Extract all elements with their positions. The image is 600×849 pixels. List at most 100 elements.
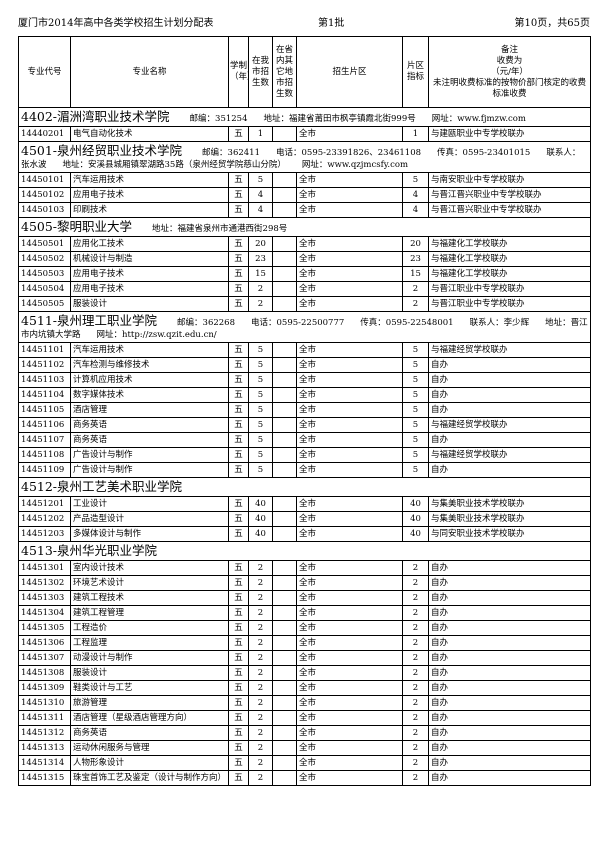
data-row: 14451307 动漫设计与制作五 2 全市 2 自办 [18,650,591,666]
data-row: 14451314 人物形象设计五 2 全市 2 自办 [18,755,591,771]
column-header: 在我市招生数 [248,36,273,108]
cell-code: 14451307 [18,650,71,666]
cell-years: 五 [228,402,249,418]
cell-years: 五 [228,432,249,448]
cell-local: 5 [248,417,273,433]
cell-empty [272,202,297,218]
cell-years: 五 [228,387,249,403]
cell-local: 2 [248,575,273,591]
data-row: 14451311 酒店管理（星级酒店管理方向）五 2 全市 2 自办 [18,710,591,726]
section-row: 4501-泉州经贸职业技术学院 邮编：362411 电话：0595-23391826… [18,141,591,173]
cell-area: 全市 [296,770,403,786]
cell-empty [272,496,297,512]
cell-quota: 2 [402,650,429,666]
cell-empty [272,402,297,418]
cell-years: 五 [228,575,249,591]
cell-area: 全市 [296,126,403,142]
cell-name: 汽车运用技术 [70,342,229,358]
cell-local: 2 [248,296,273,312]
cell-code: 14451103 [18,372,71,388]
column-header: 专业名称 [70,36,229,108]
cell-remark: 与福建化工学校联办 [428,266,591,282]
cell-name: 广告设计与制作 [70,447,229,463]
cell-empty [272,560,297,576]
cell-area: 全市 [296,357,403,373]
cell-code: 14451201 [18,496,71,512]
data-row: 14450504 应用电子技术五 2 全市 2 与晋江职业中专学校联办 [18,281,591,297]
cell-years: 五 [228,251,249,267]
cell-remark: 自办 [428,560,591,576]
cell-area: 全市 [296,296,403,312]
cell-remark: 自办 [428,620,591,636]
cell-empty [272,281,297,297]
data-row: 14440201 电气自动化技术五 1 全市 1 与建瓯职业中专学校联办 [18,126,591,142]
section-cell: 4501-泉州经贸职业技术学院 邮编：362411 电话：0595-23391826… [18,141,591,173]
cell-code: 14451106 [18,417,71,433]
cell-code: 14451315 [18,770,71,786]
cell-local: 5 [248,342,273,358]
cell-area: 全市 [296,511,403,527]
cell-area: 全市 [296,575,403,591]
cell-remark: 自办 [428,402,591,418]
cell-local: 2 [248,605,273,621]
school-title: 4501-泉州经贸职业技术学院 [21,143,183,158]
cell-code: 14451312 [18,725,71,741]
school-info: 传真：0595-23401015 [437,148,531,158]
cell-years: 五 [228,126,249,142]
cell-empty [272,590,297,606]
cell-quota: 5 [402,402,429,418]
cell-name: 多媒体设计与制作 [70,526,229,542]
cell-local: 5 [248,402,273,418]
cell-years: 五 [228,620,249,636]
cell-quota: 2 [402,575,429,591]
page-header: 厦门市2014年高中各类学校招生计划分配表 第1批 第10页，共65页 [18,14,590,30]
cell-code: 14451102 [18,357,71,373]
data-row: 14451203 多媒体设计与制作五 40 全市 40 与同安职业技术学校联办 [18,526,591,542]
cell-area: 全市 [296,172,403,188]
cell-name: 建筑工程管理 [70,605,229,621]
cell-years: 五 [228,372,249,388]
cell-remark: 与晋江晋兴职业中专学校联办 [428,187,591,203]
section-cell: 4511-泉州理工职业学院 邮编：362268 电话：0595-22500777 传真… [18,311,591,343]
cell-remark: 自办 [428,432,591,448]
cell-remark: 自办 [428,650,591,666]
data-row: 14451315 珠宝首饰工艺及鉴定（设计与制作方向）五 2 全市 2 自办 [18,770,591,786]
cell-empty [272,266,297,282]
cell-remark: 与建瓯职业中专学校联办 [428,126,591,142]
cell-remark: 自办 [428,590,591,606]
cell-remark: 自办 [428,372,591,388]
cell-name: 工程监理 [70,635,229,651]
cell-years: 五 [228,172,249,188]
cell-years: 五 [228,447,249,463]
remark-header-line: 备注 [500,44,518,55]
data-row: 14450101 汽车运用技术五 5 全市 5 与南安职业中专学校联办 [18,172,591,188]
cell-quota: 2 [402,620,429,636]
cell-local: 2 [248,620,273,636]
cell-name: 酒店管理 [70,402,229,418]
section-row: 4505-黎明职业大学 地址：福建省泉州市通港西街298号 [18,217,591,237]
cell-years: 五 [228,526,249,542]
cell-years: 五 [228,710,249,726]
data-row: 14451101 汽车运用技术五 5 全市 5 与福建经贸学校联办 [18,342,591,358]
cell-name: 商务英语 [70,417,229,433]
cell-local: 2 [248,695,273,711]
cell-years: 五 [228,281,249,297]
cell-quota: 2 [402,665,429,681]
cell-name: 运动休闲服务与管理 [70,740,229,756]
school-info: 电话：0595-22500777 [251,318,345,328]
cell-code: 14451308 [18,665,71,681]
cell-code: 14450101 [18,172,71,188]
cell-quota: 2 [402,590,429,606]
cell-area: 全市 [296,281,403,297]
cell-local: 2 [248,590,273,606]
cell-quota: 2 [402,296,429,312]
cell-empty [272,635,297,651]
cell-name: 机械设计与制造 [70,251,229,267]
data-row: 14451104 数字媒体技术五 5 全市 5 自办 [18,387,591,403]
batch: 第1批 [318,18,345,29]
column-header: 学制（年） [228,36,249,108]
cell-years: 五 [228,635,249,651]
cell-local: 2 [248,755,273,771]
cell-area: 全市 [296,665,403,681]
cell-area: 全市 [296,590,403,606]
